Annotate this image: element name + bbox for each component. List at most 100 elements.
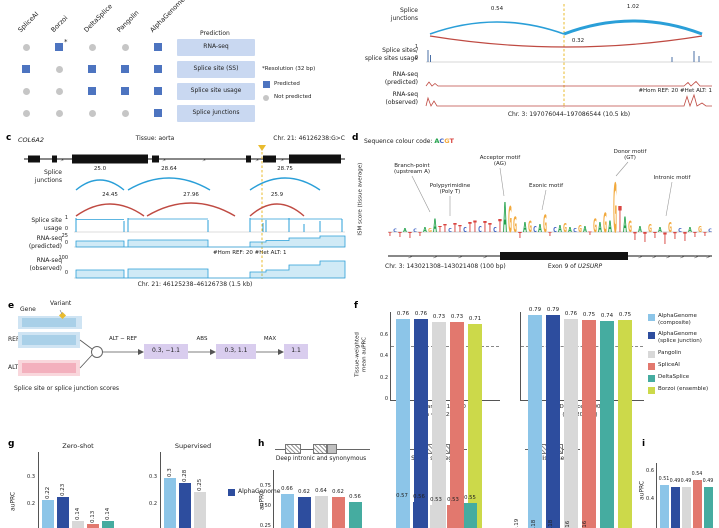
annotation-exonic-motif: Exonic motif [528,183,564,189]
bar-teal [348,502,362,528]
exon-cartoon-box-grey [327,444,337,454]
legend-label: (splice junction) [658,338,702,344]
bar-grey [432,321,446,528]
logo-base-A: A [598,219,602,236]
gene-label: Gene [20,306,36,313]
junction-score: 25.9 [270,192,284,198]
legend-label: Borzoi (ensemble) [658,386,709,392]
usage-ytick-max: 1 [414,44,418,50]
annotation-donor-motif: (GT) [624,155,636,161]
strand-direction-arrow: > [433,255,437,261]
alt-connector [79,354,93,369]
logo-base-C: C [678,227,682,233]
logo-base-C: C [553,226,557,234]
base-t: T [449,137,454,145]
bar-value-label: 0.49 [702,479,714,485]
matrix-dot-not-predicted [22,87,30,95]
legend-swatch-yellowgreen [648,387,655,394]
bar-grey [681,487,691,528]
coordinate-axis-label: Chr. 21: 46125238–46126738 (1.5 kb) [137,281,253,288]
panel-letter-c: c [6,133,12,143]
group-title: Deep intronic and synonymous [275,456,367,462]
prediction-row-splice-junctions: Splice junctions [177,105,255,122]
splice-junction-arc [429,21,565,35]
gene-rect-inner [22,318,76,327]
bar-value-label: 0.28 [182,470,188,483]
legend-swatch-red [648,363,655,370]
logo-base-A: A [433,216,437,237]
bar-value-label: 0.73 [450,313,464,320]
panel-d-logo-svg: TC TA T CTA G A T T C T T C T T C T T C T A G G T A G C A G TC A G A C G A… [388,161,712,261]
bar-darkblue [546,315,560,528]
bar-value-label: 0.49 [669,479,681,485]
track-label-splice-junctions: Splice [400,7,418,14]
annotation-polypyrimidine: (Poly T) [439,189,461,195]
logo-base-T: T [673,230,677,242]
not-predicted-swatch [263,95,269,101]
tool-header-pangolin: Pangolin [115,8,141,34]
genotype-annotation: #Hom REF: 20 #Het ALT: 1 [213,250,287,256]
splice-junction-arc [563,19,703,36]
arrowhead-icon [278,349,284,355]
logo-base-T: T [438,224,442,234]
strand-direction-arrow: > [483,255,487,261]
score-box-2: 0.3, 1.1 [216,344,256,359]
exon-box [289,154,341,164]
track-label-rnaseq-predicted: (predicted) [384,79,418,86]
annotation-pointer-line [411,175,431,213]
y-axis [273,470,274,528]
matrix-square-predicted [55,43,63,51]
arrowhead-icon [210,349,216,355]
row-label: Splice site (SS) [193,65,239,73]
logo-base-C: C [708,229,712,233]
usage-ytick-min: 0 [414,55,418,61]
bar-darkblue [670,487,680,528]
exon-box [152,155,159,163]
bar-value-label: 0.56 [349,494,361,501]
panel-letter-d: d [352,133,359,143]
bar-value-label: 0.66 [281,486,293,493]
abs-label: ABS [196,336,208,342]
matrix-dot-not-predicted [22,43,30,51]
bar-value-label: 0.14 [105,507,111,521]
bar-lightblue [164,478,176,528]
variant-pointer-line [59,309,63,315]
usage-plateau [76,218,342,220]
matrix-dot-not-predicted [88,43,96,51]
bar-value-label: 0.14 [75,507,81,521]
base-a: A [434,137,440,145]
logo-base-T: T [703,231,707,237]
junction-score: 25.0 [93,166,107,172]
logo-base-G: G [508,200,512,240]
prediction-row-rna-seq: RNA-seq [177,39,255,56]
rnaseq-observed-steps [75,260,346,279]
coordinate-axis-label: Chr. 3: 143021308–143021408 (100 bp) [385,263,506,270]
group-xlabel: Distance ≤200 [559,404,601,410]
ytick: 25 [61,233,68,239]
ytick: 0.50 [259,503,271,509]
score-box-3: 1.1 [284,344,308,359]
track-label-rnaseq-predicted: (predicted) [28,243,62,250]
exon-box [246,155,251,163]
prediction-row-splice-site: Splice site (SS) [177,61,255,78]
logo-base-C: C [448,227,452,233]
not-predicted-label: Not predicted [274,94,312,100]
splice-junction-arc [127,177,211,191]
legend-label: Pangolin [658,350,682,356]
legend-swatch-darkblue [648,332,655,339]
track-label-splice-junctions: junctions [390,15,418,22]
panel-letter-e: e [8,301,15,311]
logo-base-T: T [618,200,622,240]
logo-base-T: T [588,232,593,236]
gene-name: COL6A2 [18,136,44,144]
track-label-rnaseq-predicted: RNA-seq [36,235,62,242]
bar-value-label: 0.75 [618,311,632,318]
strand-direction-arrow: > [255,158,259,164]
logo-base-C: C [573,227,577,233]
rnaseq-observed-trace [425,93,712,108]
strand-direction-arrow: > [162,158,166,164]
logo-base-C: C [393,229,397,233]
logo-base-T: T [498,217,502,237]
g-ylabel: auPRC [9,491,17,512]
